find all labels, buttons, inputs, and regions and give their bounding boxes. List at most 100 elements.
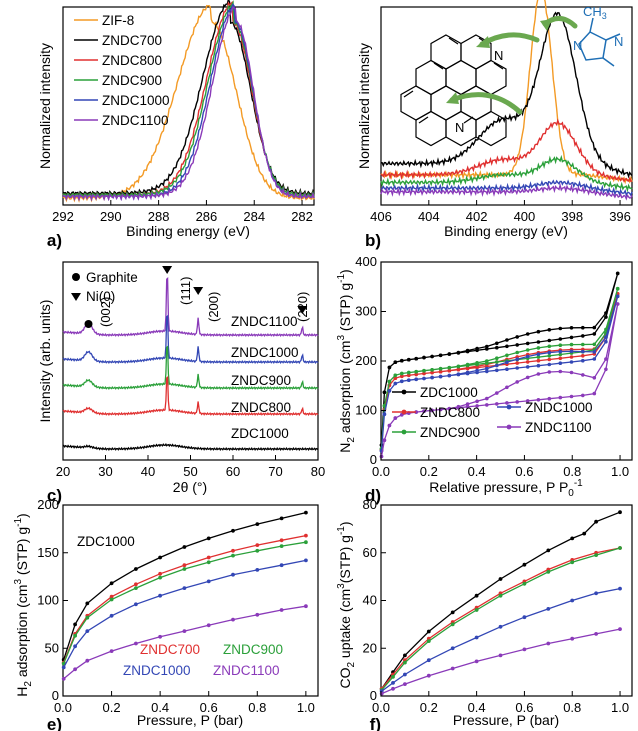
panel-b-x-tick-label: 398 <box>561 209 583 224</box>
panel-a-y-title: Normalized intensity <box>37 43 53 169</box>
point-zndc700 <box>109 594 114 599</box>
point-zndc1100 <box>525 399 530 403</box>
point-zndc1100 <box>581 373 585 377</box>
point-zndc900 <box>495 360 499 364</box>
panel-b-x-tick-label: 402 <box>466 209 488 224</box>
point-zndc1000 <box>592 357 597 361</box>
xrd-label-zndc900: ZNDC900 <box>231 373 291 388</box>
point-zndc900 <box>536 346 541 350</box>
point-zdc1000 <box>547 338 552 343</box>
panel-c-x-tick-label: 70 <box>268 464 282 479</box>
point-zndc700 <box>206 555 211 560</box>
panel-a-x-title: Binding energy (eV) <box>126 223 250 239</box>
point-zndc1100 <box>430 408 434 413</box>
series-zdc1000 <box>381 511 621 690</box>
point-zdc1000 <box>426 629 431 634</box>
point-zndc900 <box>158 575 163 580</box>
point-zndc1100 <box>547 370 552 374</box>
point-zndc1000 <box>485 366 489 371</box>
point-zdc1000 <box>505 344 509 349</box>
panel-d-x-tick-label: 0.6 <box>515 464 533 479</box>
panel-b-x-tick-label: 406 <box>370 209 392 224</box>
panel-f-y-tick-label: 0 <box>370 688 377 703</box>
panel-d-y-tick-label: 100 <box>355 403 377 418</box>
xrd-label-zndc1000: ZNDC1000 <box>231 345 299 360</box>
point-zdc1000 <box>569 326 574 330</box>
point-zndc800 <box>400 374 404 379</box>
point-zndc1000 <box>547 362 552 367</box>
point-zndc800 <box>407 373 411 378</box>
point-zdc1000 <box>387 365 392 370</box>
point-zndc700 <box>279 538 284 543</box>
point-zndc1100 <box>393 416 398 420</box>
point-zndc900 <box>206 560 211 565</box>
panel-b-x-title: Binding energy (eV) <box>444 223 568 239</box>
point-zndc900 <box>304 540 308 545</box>
point-zndc1100 <box>206 623 211 628</box>
label-zdc1000: ZDC1000 <box>77 534 135 549</box>
panel-f-y-tick-label: 80 <box>363 497 377 512</box>
point-zndc900 <box>546 570 551 574</box>
point-zdc1000 <box>495 341 499 346</box>
point-zndc1000 <box>570 598 575 603</box>
point-zdc1000 <box>592 325 597 330</box>
point-zndc1000 <box>604 339 608 344</box>
point-zndc1000 <box>515 366 519 370</box>
point-zndc1000 <box>495 363 499 368</box>
point-zdc1000 <box>393 360 398 365</box>
panel-f-x-tick-label: 0.8 <box>563 700 581 715</box>
point-zndc1100 <box>569 394 574 399</box>
point-zndc1100 <box>304 604 308 609</box>
panel-b-letter: b) <box>365 231 381 250</box>
panel-d-ticks: 0.0 0.2 0.4 0.6 0.8 1.0 0 100 200 300 400 <box>355 254 629 479</box>
legend-label-ni: Ni(0) <box>86 289 115 304</box>
point-zndc1100 <box>495 391 499 395</box>
point-zndc900 <box>400 371 404 376</box>
panel-f-x-title: Pressure, P (bar) <box>453 712 559 728</box>
point-zdc1000 <box>525 341 530 346</box>
series-zndc900 <box>381 547 621 691</box>
point-zndc1100 <box>495 402 499 406</box>
point-zndc1100 <box>475 404 479 408</box>
panel-e-series <box>61 510 308 681</box>
point-zdc1000 <box>182 545 187 549</box>
series-zif-8 <box>380 0 633 185</box>
arrow-heads <box>446 19 552 104</box>
peak-marker--220- <box>297 306 308 314</box>
series-zndc900 <box>63 541 307 664</box>
point-zndc900 <box>403 660 407 665</box>
panel-a-legend: ZIF-8 ZNDC700 ZNDC800 ZNDC900 ZNDC1000 Z… <box>74 13 170 128</box>
point-zndc1100 <box>109 649 114 653</box>
point-zdc1000 <box>604 311 608 315</box>
point-zndc1000 <box>522 615 527 620</box>
legend-label-zndc1000: ZNDC1000 <box>525 400 593 415</box>
point-zndc1100 <box>474 659 479 664</box>
point-zndc1100 <box>558 395 563 400</box>
point-zndc1100 <box>592 391 597 396</box>
imidazole-n2-label: N <box>614 34 623 49</box>
point-zndc1100 <box>391 686 395 691</box>
point-zndc1100 <box>422 409 426 414</box>
point-zndc800 <box>569 355 574 359</box>
panel-d-y-tick-label: 200 <box>355 353 377 368</box>
point-zdc1000 <box>475 346 479 351</box>
panel-f-series <box>379 510 622 696</box>
panel-b-x-tick-label: 404 <box>418 209 440 224</box>
point-zndc1000 <box>231 572 235 577</box>
point-zdc1000 <box>485 347 489 351</box>
panel-f-x-tick-label: 0.2 <box>420 700 438 715</box>
point-zndc1100 <box>570 636 575 641</box>
point-zdc1000 <box>465 348 470 353</box>
point-zdc1000 <box>134 567 138 571</box>
panel-d-x-tick-label: 0.2 <box>420 464 438 479</box>
point-zndc700 <box>231 548 235 553</box>
series-zndc1000 <box>63 559 307 668</box>
point-zndc900 <box>547 344 552 349</box>
panel-d-y-title: N2 adsorption (cm3 (STP) g-1) <box>336 269 357 452</box>
panel-c-x-tick-label: 50 <box>183 464 197 479</box>
point-zndc1000 <box>536 363 541 368</box>
panel-e-y-tick-label: 200 <box>37 497 59 512</box>
series-zndc1100 <box>63 605 307 680</box>
peak-marker--002- <box>84 320 93 328</box>
point-zndc1000 <box>304 558 308 563</box>
